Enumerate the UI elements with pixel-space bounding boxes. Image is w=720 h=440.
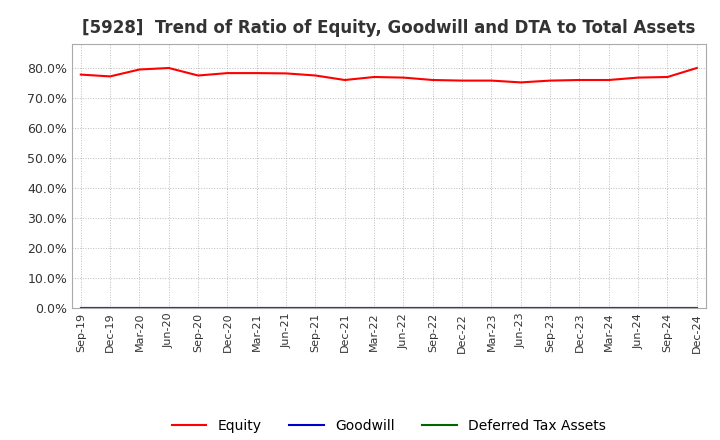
Goodwill [605, 305, 613, 311]
Deferred Tax Assets [282, 305, 290, 311]
Goodwill [634, 305, 642, 311]
Equity [575, 77, 584, 83]
Deferred Tax Assets [311, 305, 320, 311]
Line: Equity: Equity [81, 68, 697, 82]
Equity [634, 75, 642, 80]
Deferred Tax Assets [487, 305, 496, 311]
Deferred Tax Assets [253, 305, 261, 311]
Goodwill [76, 305, 85, 311]
Equity [487, 78, 496, 83]
Goodwill [428, 305, 437, 311]
Deferred Tax Assets [428, 305, 437, 311]
Deferred Tax Assets [76, 305, 85, 311]
Equity [223, 70, 232, 76]
Equity [341, 77, 349, 83]
Legend: Equity, Goodwill, Deferred Tax Assets: Equity, Goodwill, Deferred Tax Assets [166, 413, 611, 438]
Goodwill [546, 305, 554, 311]
Deferred Tax Assets [605, 305, 613, 311]
Equity [516, 80, 525, 85]
Equity [605, 77, 613, 83]
Goodwill [135, 305, 144, 311]
Goodwill [663, 305, 672, 311]
Title: [5928]  Trend of Ratio of Equity, Goodwill and DTA to Total Assets: [5928] Trend of Ratio of Equity, Goodwil… [82, 19, 696, 37]
Goodwill [487, 305, 496, 311]
Deferred Tax Assets [458, 305, 467, 311]
Equity [428, 77, 437, 83]
Equity [106, 74, 114, 79]
Equity [399, 75, 408, 80]
Deferred Tax Assets [634, 305, 642, 311]
Goodwill [223, 305, 232, 311]
Equity [194, 73, 202, 78]
Deferred Tax Assets [135, 305, 144, 311]
Deferred Tax Assets [546, 305, 554, 311]
Goodwill [341, 305, 349, 311]
Deferred Tax Assets [223, 305, 232, 311]
Goodwill [693, 305, 701, 311]
Equity [663, 74, 672, 80]
Equity [76, 72, 85, 77]
Deferred Tax Assets [106, 305, 114, 311]
Goodwill [311, 305, 320, 311]
Deferred Tax Assets [370, 305, 379, 311]
Equity [370, 74, 379, 80]
Equity [253, 70, 261, 76]
Equity [282, 71, 290, 76]
Goodwill [370, 305, 379, 311]
Deferred Tax Assets [194, 305, 202, 311]
Goodwill [106, 305, 114, 311]
Goodwill [282, 305, 290, 311]
Goodwill [164, 305, 173, 311]
Deferred Tax Assets [663, 305, 672, 311]
Deferred Tax Assets [516, 305, 525, 311]
Deferred Tax Assets [575, 305, 584, 311]
Goodwill [194, 305, 202, 311]
Goodwill [399, 305, 408, 311]
Goodwill [575, 305, 584, 311]
Equity [311, 73, 320, 78]
Deferred Tax Assets [341, 305, 349, 311]
Equity [546, 78, 554, 83]
Goodwill [516, 305, 525, 311]
Goodwill [458, 305, 467, 311]
Deferred Tax Assets [693, 305, 701, 311]
Equity [135, 67, 144, 72]
Goodwill [253, 305, 261, 311]
Equity [458, 78, 467, 83]
Equity [693, 66, 701, 71]
Deferred Tax Assets [399, 305, 408, 311]
Equity [164, 66, 173, 71]
Deferred Tax Assets [164, 305, 173, 311]
